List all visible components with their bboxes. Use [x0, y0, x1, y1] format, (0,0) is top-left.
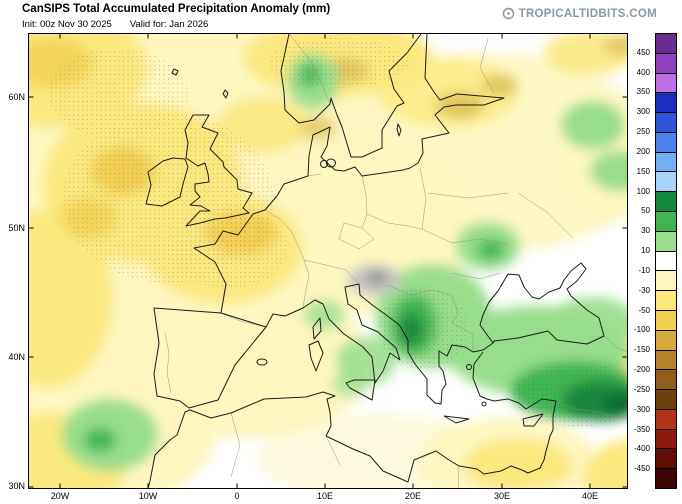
- colorbar-cell: [656, 369, 676, 390]
- colorbar-tick-label: -150: [633, 345, 650, 355]
- lat-label-30n: 30N: [8, 481, 25, 491]
- colorbar-cell: [656, 72, 676, 93]
- colorbar-tick-label: -400: [633, 444, 650, 454]
- lon-label-20w: 20W: [50, 491, 70, 501]
- colorbar-cell: [656, 309, 676, 330]
- lat-label-60n: 60N: [8, 92, 25, 102]
- lon-label-0: 0: [234, 491, 240, 501]
- colorbar-cell: [656, 349, 676, 370]
- axis-ticks: [28, 33, 628, 489]
- colorbar-tick-label: 250: [636, 127, 650, 137]
- colorbar-tick-label: -350: [633, 424, 650, 434]
- lat-label-50n: 50N: [8, 223, 25, 233]
- colorbar-tick-label: 200: [636, 146, 650, 156]
- colorbar-cell: [656, 92, 676, 113]
- colorbar-cell: [656, 131, 676, 152]
- colorbar-tick-label: 50: [641, 206, 650, 216]
- colorbar-tick-label: -250: [633, 384, 650, 394]
- colorbar-labels: 450 400 350 300 250 200 150 100 50 30 10 -10 -30 -50 -…: [618, 33, 652, 489]
- colorbar-cell: [656, 151, 676, 172]
- colorbar: [655, 33, 677, 489]
- lon-label-40e: 40E: [581, 491, 598, 501]
- colorbar-cell: [656, 191, 676, 212]
- colorbar-tick-label: 100: [636, 186, 650, 196]
- lat-label-40n: 40N: [8, 352, 25, 362]
- europe-precip-anomaly-map: [28, 33, 628, 489]
- coastlines: [145, 33, 605, 489]
- colorbar-cell: [656, 408, 676, 429]
- colorbar-tick-label: -300: [633, 404, 650, 414]
- colorbar-cell: [656, 211, 676, 231]
- precip-anomaly-field: [28, 33, 628, 489]
- colorbar-cell: [656, 230, 676, 251]
- colorbar-tick-label: 150: [636, 166, 650, 176]
- colorbar-tick-label: 10: [641, 246, 650, 256]
- lon-label-10e: 10E: [316, 491, 333, 501]
- colorbar-cell: [656, 112, 676, 132]
- colorbar-tick-label: -30: [638, 285, 650, 295]
- site-watermark-text: TROPICALTIDBITS.COM: [518, 7, 657, 20]
- colorbar-cell: [656, 290, 676, 310]
- colorbar-tick-label: 400: [636, 67, 650, 77]
- lon-label-30e: 30E: [493, 491, 510, 501]
- colorbar-cell: [656, 329, 676, 350]
- colorbar-cell: [656, 389, 676, 409]
- colorbar-cell: [656, 448, 676, 469]
- colorbar-tick-label: -10: [638, 265, 650, 275]
- colorbar-cell: [656, 171, 676, 192]
- colorbar-tick-label: -450: [633, 464, 650, 474]
- valid-time: Valid for: Jan 2026: [129, 19, 209, 30]
- site-watermark: TROPICALTIDBITS.COM: [502, 7, 657, 20]
- colorbar-tick-label: -50: [638, 305, 650, 315]
- tropicaltidbits-logo-icon: [502, 7, 514, 20]
- map-frame: [28, 33, 628, 489]
- colorbar-tick-label: -200: [633, 365, 650, 375]
- colorbar-cell: [656, 270, 676, 291]
- country-borders: [164, 33, 628, 489]
- stippling-overlay: [48, 38, 628, 427]
- lon-label-10w: 10W: [138, 491, 158, 501]
- colorbar-cell: [656, 250, 676, 271]
- colorbar-cell: [656, 52, 676, 73]
- lon-label-20e: 20E: [404, 491, 421, 501]
- colorbar-tick-label: 350: [636, 87, 650, 97]
- colorbar-tick-label: -100: [633, 325, 650, 335]
- colorbar-cell: [656, 428, 676, 449]
- colorbar-cell: [656, 468, 676, 488]
- colorbar-tick-label: 30: [641, 226, 650, 236]
- colorbar-tick-label: 450: [636, 47, 650, 57]
- map-canvas: [28, 33, 628, 489]
- run-info: Init: 00z Nov 30 2025 Valid for: Jan 2026: [22, 19, 208, 30]
- colorbar-cell: [656, 34, 676, 53]
- colorbar-tick-label: 300: [636, 107, 650, 117]
- init-time: Init: 00z Nov 30 2025: [22, 19, 112, 30]
- page-title: CanSIPS Total Accumulated Precipitation …: [22, 3, 331, 15]
